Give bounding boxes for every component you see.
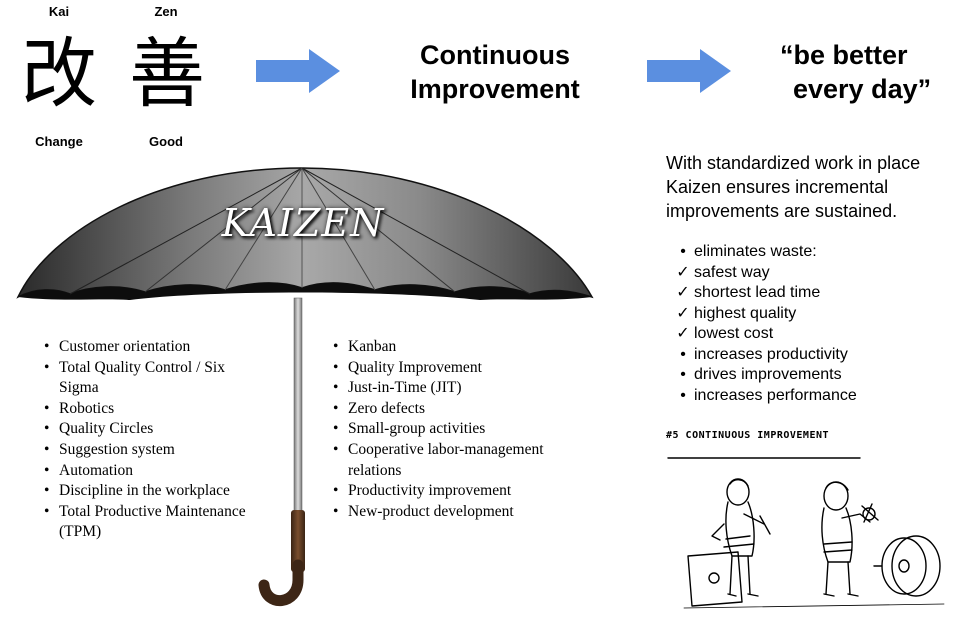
kaizen-benefits-list: • eliminates waste: ✓ safest way ✓ shortest l… bbox=[674, 242, 934, 406]
benefit-text: drives improvements bbox=[694, 366, 842, 383]
heading-line: Improvement bbox=[410, 74, 580, 104]
quote-line: “be better bbox=[780, 40, 908, 70]
kai-meaning: Change bbox=[35, 134, 83, 149]
list-item: Cooperative labor-management relations bbox=[331, 440, 578, 481]
list-item: Productivity improvement bbox=[331, 481, 571, 502]
benefit-text: shortest lead time bbox=[694, 284, 821, 301]
list-item: Total Quality Control / Six Sigma bbox=[42, 358, 229, 399]
benefit-item: • increases productivity bbox=[674, 345, 934, 366]
list-item: Suggestion system bbox=[42, 440, 282, 461]
be-better-quote: “be better every day” bbox=[760, 38, 958, 106]
list-item: New-product development bbox=[331, 502, 571, 523]
description-line: improvements are sustained. bbox=[666, 201, 898, 221]
kai-reading: Kai bbox=[48, 4, 70, 19]
zen-meaning: Good bbox=[149, 134, 183, 149]
cartoon-caption: #5 CONTINUOUS IMPROVEMENT bbox=[666, 430, 830, 441]
benefit-text: safest way bbox=[694, 263, 770, 281]
bullet-icon: • bbox=[680, 366, 686, 383]
kaizen-practices-list-left: Customer orientation Total Quality Contr… bbox=[42, 337, 282, 543]
checkmark-icon: ✓ bbox=[676, 284, 690, 301]
benefit-item: ✓ shortest lead time bbox=[674, 283, 934, 304]
heading-line: Continuous bbox=[420, 40, 570, 70]
benefit-item: • increases performance bbox=[674, 386, 934, 407]
benefit-item: ✓ safest way bbox=[674, 263, 934, 284]
arrow-right-icon bbox=[256, 49, 340, 93]
list-item: Zero defects bbox=[331, 399, 571, 420]
list-item: Automation bbox=[42, 461, 282, 482]
list-item: Robotics bbox=[42, 399, 282, 420]
benefit-text: increases performance bbox=[694, 386, 857, 404]
list-item: Kanban bbox=[331, 337, 571, 358]
list-item: Quality Improvement bbox=[331, 358, 571, 379]
arrow-right-icon bbox=[647, 49, 731, 93]
benefit-item: ✓ highest quality bbox=[674, 304, 934, 325]
benefit-text: highest quality bbox=[694, 304, 797, 322]
checkmark-icon: ✓ bbox=[676, 304, 690, 322]
description-text: With standardized work in place Kaizen e… bbox=[666, 151, 956, 223]
checkmark-icon: ✓ bbox=[676, 263, 690, 281]
benefit-item: ✓ lowest cost bbox=[674, 324, 934, 345]
checkmark-icon: ✓ bbox=[676, 325, 690, 342]
list-item: Customer orientation bbox=[42, 337, 282, 358]
umbrella-illustration bbox=[16, 167, 594, 607]
list-item: Just-in-Time (JIT) bbox=[331, 378, 571, 399]
benefit-text: increases productivity bbox=[694, 345, 848, 363]
cavemen-wheel-cartoon bbox=[667, 457, 945, 609]
list-item: Discipline in the workplace bbox=[42, 481, 282, 502]
benefit-item: • eliminates waste: bbox=[674, 242, 934, 263]
kaizen-practices-list-right: Kanban Quality Improvement Just-in-Time … bbox=[331, 337, 571, 522]
list-item: Quality Circles bbox=[42, 419, 282, 440]
umbrella-title: KAIZEN bbox=[221, 201, 385, 245]
zen-reading: Zen bbox=[154, 4, 178, 19]
description-line: Kaizen ensures incremental bbox=[666, 177, 889, 197]
description-line: With standardized work in place bbox=[666, 153, 921, 173]
kai-character: 改 bbox=[21, 29, 97, 118]
benefit-text: eliminates waste: bbox=[694, 243, 817, 260]
benefit-item: • drives improvements bbox=[674, 365, 934, 386]
bullet-icon: • bbox=[680, 386, 686, 404]
list-item: Small-group activities bbox=[331, 419, 571, 440]
bullet-icon: • bbox=[680, 345, 686, 363]
continuous-improvement-heading: Continuous Improvement bbox=[380, 38, 610, 106]
zen-character: 善 bbox=[129, 29, 205, 118]
list-item: Total Productive Maintenance (TPM) bbox=[42, 502, 284, 543]
bullet-icon: • bbox=[680, 243, 686, 260]
quote-line: every day” bbox=[793, 74, 932, 104]
benefit-text: lowest cost bbox=[694, 325, 774, 342]
